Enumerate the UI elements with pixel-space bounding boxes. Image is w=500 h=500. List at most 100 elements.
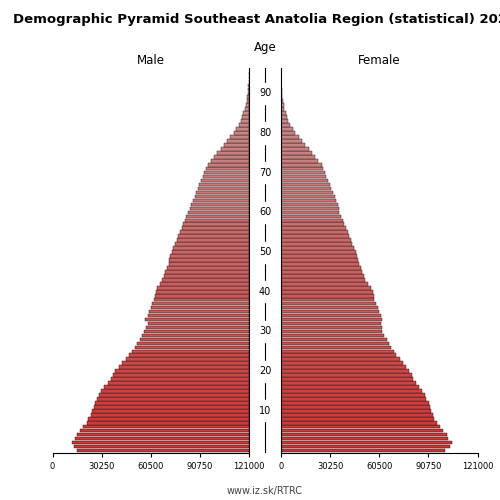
Text: 10: 10 <box>259 406 271 416</box>
Bar <box>281 116 287 119</box>
Bar <box>248 92 249 95</box>
Bar <box>166 270 249 274</box>
Bar <box>174 246 249 250</box>
Text: 50: 50 <box>259 247 271 257</box>
Text: 30: 30 <box>259 326 271 336</box>
Bar <box>281 342 389 345</box>
Bar <box>172 250 249 254</box>
Bar <box>281 278 365 281</box>
Bar <box>281 294 374 298</box>
Bar <box>281 104 283 107</box>
Bar <box>281 190 333 194</box>
Bar <box>281 179 328 182</box>
Bar <box>281 266 360 270</box>
Bar <box>281 210 340 214</box>
Bar <box>227 139 249 142</box>
Bar <box>281 254 357 258</box>
Bar <box>281 96 282 99</box>
Bar <box>146 326 249 330</box>
Bar <box>281 306 378 310</box>
Bar <box>281 250 355 254</box>
Bar <box>201 179 249 182</box>
Bar <box>86 421 249 424</box>
Bar <box>281 175 326 178</box>
Bar <box>164 274 249 278</box>
Bar <box>281 330 382 333</box>
Bar <box>281 318 382 322</box>
Bar <box>281 242 352 246</box>
Bar <box>175 242 249 246</box>
Bar <box>281 218 342 222</box>
Bar <box>281 437 448 440</box>
Bar <box>248 84 249 87</box>
Bar <box>281 310 379 314</box>
Bar <box>281 350 394 353</box>
Text: 90: 90 <box>259 88 271 99</box>
Bar <box>281 194 334 198</box>
Bar <box>281 131 295 135</box>
Bar <box>200 183 249 186</box>
Bar <box>281 171 325 174</box>
Bar <box>281 370 409 373</box>
Bar <box>281 322 381 326</box>
Bar <box>214 155 249 158</box>
Bar <box>149 310 249 314</box>
Bar <box>208 163 249 166</box>
Bar <box>198 187 249 190</box>
Bar <box>281 378 413 381</box>
Bar <box>84 425 249 428</box>
Bar <box>281 362 403 365</box>
Bar <box>112 374 249 377</box>
Bar <box>281 397 426 400</box>
Bar <box>281 100 283 103</box>
Bar <box>281 413 433 416</box>
Bar <box>185 218 249 222</box>
Bar <box>111 378 249 381</box>
Bar <box>281 108 284 111</box>
Bar <box>281 290 373 294</box>
Bar <box>281 187 332 190</box>
Bar <box>108 382 249 385</box>
Text: 40: 40 <box>259 287 271 297</box>
Bar <box>281 282 368 286</box>
Bar <box>281 206 338 210</box>
Bar <box>281 143 305 146</box>
Bar <box>281 120 288 123</box>
Bar <box>190 202 249 206</box>
Bar <box>281 167 323 170</box>
Bar <box>281 222 344 226</box>
Bar <box>148 322 249 326</box>
Bar <box>122 362 249 365</box>
Bar <box>281 159 318 162</box>
Bar <box>148 314 249 318</box>
Text: 80: 80 <box>259 128 271 138</box>
Bar <box>281 326 382 330</box>
Bar <box>281 139 302 142</box>
Bar <box>218 151 249 154</box>
Bar <box>281 354 396 357</box>
Bar <box>281 409 431 412</box>
Bar <box>99 393 249 396</box>
Bar <box>281 286 371 290</box>
Bar <box>188 210 249 214</box>
Bar <box>281 346 392 349</box>
Bar <box>281 385 419 389</box>
Bar <box>132 350 249 353</box>
Bar <box>281 230 347 234</box>
Bar <box>134 346 249 349</box>
Bar <box>245 108 249 111</box>
Bar <box>157 286 249 290</box>
Bar <box>194 194 249 198</box>
Bar <box>144 330 249 333</box>
Bar <box>88 417 249 420</box>
Bar <box>154 298 249 302</box>
Bar <box>281 374 411 377</box>
Bar <box>137 342 249 345</box>
Text: 60: 60 <box>259 208 271 218</box>
Bar <box>281 202 338 206</box>
Bar <box>281 155 315 158</box>
Bar <box>281 433 446 436</box>
Bar <box>281 246 354 250</box>
Bar <box>281 302 376 306</box>
Bar <box>126 358 249 361</box>
